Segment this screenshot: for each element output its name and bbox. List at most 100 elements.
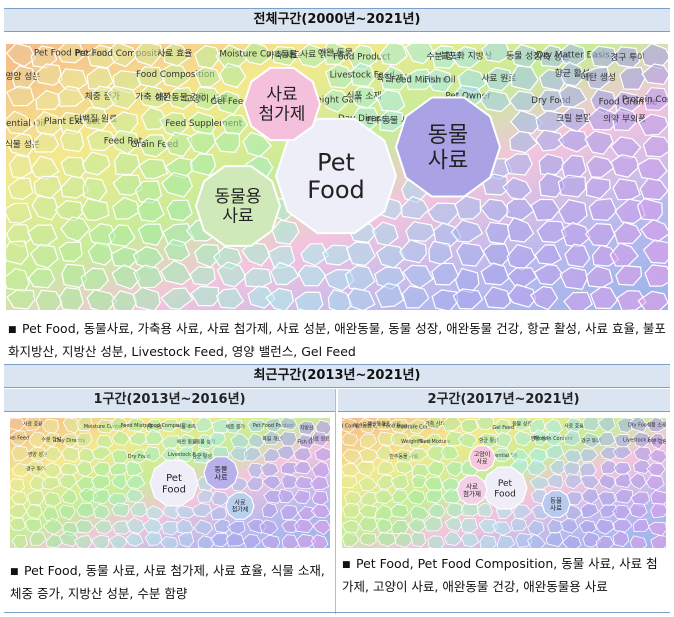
period1-cell <box>161 520 179 536</box>
period1-cell <box>246 476 263 492</box>
period2-cell <box>495 431 512 448</box>
period2-small-label: Food Product <box>383 423 415 429</box>
period2-small-label: 식품 소재 <box>647 422 666 429</box>
overall-cell <box>6 202 33 224</box>
overall-cell <box>163 238 191 262</box>
overall-cell <box>644 264 668 287</box>
overall-small-label: Pet Owner <box>445 92 491 102</box>
period2-small-label: Weight Gain <box>401 439 431 445</box>
period1-cell <box>11 462 30 478</box>
period1-cell <box>310 503 330 519</box>
period1-small-label: Fish Oil <box>297 439 315 445</box>
overall-cell <box>60 175 90 199</box>
period1-cell <box>312 519 330 535</box>
overall-cell <box>557 129 590 153</box>
overall-cell <box>584 222 616 247</box>
period2-cell <box>497 534 516 548</box>
period1-cell <box>75 519 95 534</box>
overall-cell <box>214 90 242 115</box>
overall-small-label: 육질 개선 <box>376 72 411 84</box>
period1-cell <box>42 431 60 447</box>
overall-cell <box>376 89 406 113</box>
period1-cell <box>111 473 128 490</box>
period2-major-label: 동물 <box>550 497 562 505</box>
period2-cell <box>582 418 601 432</box>
period2-cell <box>479 534 497 548</box>
period1-cell <box>262 430 280 446</box>
period1-cell <box>161 435 180 449</box>
overall-cell <box>132 286 161 310</box>
period2-cell <box>629 502 648 519</box>
overall-small-label: Feed Mixture <box>391 75 448 85</box>
period1-cell <box>278 488 295 504</box>
period1-cell <box>197 535 215 548</box>
period1-cell <box>25 503 43 520</box>
period2-cell <box>615 488 634 504</box>
overall-cell <box>271 45 299 67</box>
period2-cell <box>374 504 394 521</box>
period2-cell <box>460 418 479 434</box>
overall-cell <box>215 288 245 309</box>
period1-small-label: 육질 개선 <box>262 436 282 443</box>
overall-small-label: 식물 성분 <box>6 139 40 150</box>
overall-cell <box>638 113 668 136</box>
period2-cell <box>377 461 395 475</box>
period2-cell <box>582 432 602 449</box>
period1-cell <box>111 429 130 447</box>
period1-cell <box>59 473 78 490</box>
overall-small-label: 가축 사료 <box>266 50 301 61</box>
bullet-icon: ■ <box>10 567 19 577</box>
overall-cell <box>194 66 222 88</box>
period1-small-label: 경구 투여 <box>26 466 46 473</box>
period2-cell <box>478 432 499 448</box>
overall-cell <box>479 89 512 113</box>
period1-major-label: 첨가제 <box>232 506 249 514</box>
overall-cell <box>35 289 63 310</box>
period2-cell <box>359 433 378 449</box>
period2-small-label: 동물 성장 <box>512 421 532 428</box>
overall-cell <box>60 156 87 179</box>
period2-cell <box>460 532 480 548</box>
period2-cell <box>645 418 666 433</box>
overall-cell <box>510 65 539 91</box>
overall-cell <box>160 260 192 286</box>
overall-cell <box>140 106 167 131</box>
period2-cell <box>600 459 619 475</box>
period1-major-label: Food <box>162 484 186 495</box>
period2-cell <box>515 532 533 548</box>
period2-cell <box>406 489 426 505</box>
period2-cell <box>510 517 528 532</box>
period2-cell <box>478 518 499 534</box>
overall-cell <box>6 85 35 107</box>
period2-cell <box>563 429 582 447</box>
period1-cell <box>145 429 164 446</box>
period2-small-label: 반추동물 사료 <box>389 453 418 460</box>
period1-cell <box>263 489 283 504</box>
period2-cell <box>599 446 619 461</box>
overall-cell <box>33 132 60 153</box>
period2-title: 2구간(2017년~2021년) <box>337 389 670 412</box>
period2-cell <box>527 519 545 536</box>
period2-small-label: 애완동물용 사료 <box>368 421 402 428</box>
period1-cell <box>293 460 312 475</box>
overall-cell <box>80 267 110 291</box>
overall-period-title: 전체구간(2000년~2021년) <box>4 8 670 32</box>
period1-small-label: Day Directly <box>55 438 85 444</box>
overall-cell <box>506 198 535 221</box>
overall-small-label: Pet Food Product <box>34 49 108 59</box>
period2-small-label: Feed Mixture <box>418 439 450 445</box>
period1-cell <box>193 519 214 536</box>
period2-cell <box>612 504 631 520</box>
overall-small-label: 동물 사료 첨가제 <box>281 49 343 60</box>
overall-small-label: 불포화 지방산 <box>441 51 492 62</box>
period1-cell <box>259 519 279 536</box>
overall-cell <box>509 130 538 154</box>
period2-cell <box>376 474 395 490</box>
overall-cell <box>449 46 481 69</box>
period2-cell <box>377 431 396 447</box>
period1-cell <box>247 432 265 449</box>
overall-cell <box>111 264 141 290</box>
overall-cell <box>538 44 568 68</box>
period2-cell <box>376 532 397 547</box>
overall-cell <box>454 195 482 220</box>
